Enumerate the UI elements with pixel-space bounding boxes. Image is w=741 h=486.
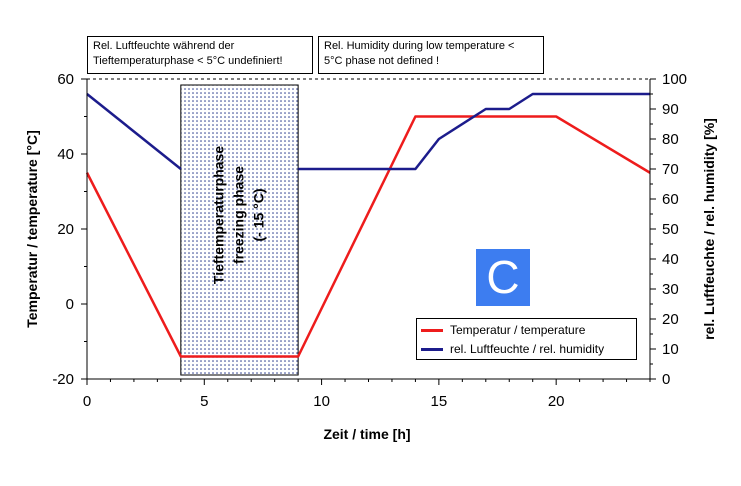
freezing-label-line-1: Tieftemperaturphase <box>210 146 226 284</box>
legend-swatch-temperature <box>421 328 443 332</box>
note-german-line-1: Rel. Luftfeuchte während der <box>93 40 235 52</box>
freezing-label-line-3: (- 15 °C) <box>250 188 266 241</box>
series-line-humidity-segment-1 <box>86 93 182 170</box>
legend-label-humidity: rel. Luftfeuchte / rel. humidity <box>450 342 605 356</box>
x-tick-label: 5 <box>200 393 208 410</box>
legend-swatch-humidity <box>421 347 443 351</box>
y-right-tick-label: 80 <box>662 131 679 148</box>
y-right-tick-label: 20 <box>662 311 679 328</box>
x-axis-label: Zeit / time [h] <box>323 426 410 442</box>
y-left-tick-label: 40 <box>57 146 74 163</box>
y-right-tick-label: 40 <box>662 251 679 268</box>
y-right-tick-label: 0 <box>662 371 670 388</box>
freezing-label-line-2: freezing phase <box>230 166 246 264</box>
y-right-tick-label: 100 <box>662 71 687 88</box>
x-tick-label: 0 <box>83 393 91 410</box>
series-line-humidity-segment-2 <box>298 92 650 171</box>
y-right-tick-label: 90 <box>662 101 679 118</box>
x-tick-label: 15 <box>431 393 448 410</box>
y-left-tick-label: 60 <box>57 71 74 88</box>
note-english-line-1: Rel. Humidity during low temperature < <box>324 40 515 52</box>
y-axis-right-label: rel. Luftfeuchte / rel. humidity [%] <box>701 118 717 340</box>
freezing-phase-label: Tieftemperaturphase freezing phase (- 15 °… <box>210 146 266 284</box>
y-right-tick-label: 70 <box>662 161 679 178</box>
legend-item-humidity: rel. Luftfeuchte / rel. humidity <box>421 340 604 358</box>
series-line-temperature <box>85 115 651 358</box>
y-right-tick-label: 50 <box>662 221 679 238</box>
legend-label-temperature: Temperatur / temperature <box>450 323 586 337</box>
x-tick-label: 10 <box>313 393 330 410</box>
note-german-line-2: Tieftemperaturphase < 5°C undefiniert! <box>93 55 283 67</box>
note-german: Rel. Luftfeuchte während der Tieftempera… <box>87 36 313 74</box>
legend-item-temperature: Temperatur / temperature <box>421 321 585 339</box>
y-axis-left-label: Temperatur / temperature [°C] <box>24 130 40 328</box>
note-english-line-2: 5°C phase not defined ! <box>324 55 440 67</box>
y-right-tick-label: 60 <box>662 191 679 208</box>
legend: Temperatur / temperature rel. Luftfeucht… <box>416 318 637 360</box>
y-right-tick-label: 10 <box>662 341 679 358</box>
y-left-tick-label: 0 <box>66 296 74 313</box>
note-english: Rel. Humidity during low temperature < 5… <box>318 36 544 74</box>
x-tick-label: 20 <box>548 393 565 410</box>
y-left-tick-label: -20 <box>52 371 74 388</box>
freezing-phase-region <box>180 84 299 376</box>
y-right-tick-label: 30 <box>662 281 679 298</box>
panel-badge: C <box>476 249 530 306</box>
y-left-tick-label: 20 <box>57 221 74 238</box>
